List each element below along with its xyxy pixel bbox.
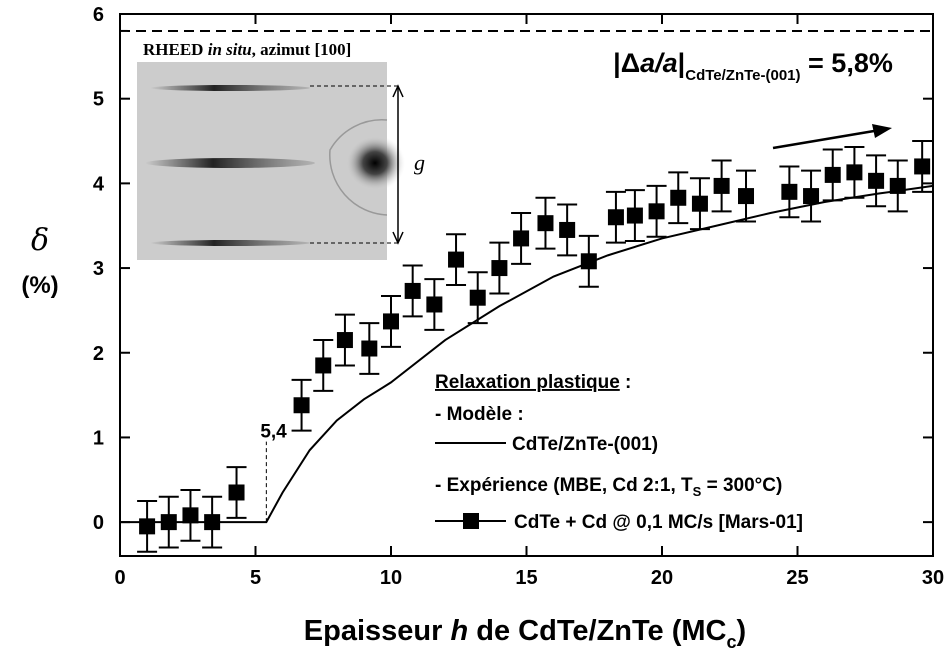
x-label-part: de CdTe/ZnTe (MC — [468, 615, 726, 647]
data-point — [537, 215, 554, 232]
data-point — [139, 518, 156, 535]
x-label-part: c — [727, 632, 737, 652]
mismatch-part: |Δ — [613, 48, 640, 78]
legend-text: - Modèle : — [435, 404, 524, 425]
data-point — [228, 484, 245, 501]
data-point — [513, 230, 530, 247]
y-label: (%) — [21, 272, 58, 299]
y-tick-label: 3 — [93, 258, 104, 280]
inset-g: g — [414, 150, 425, 175]
y-tick-label: 6 — [93, 4, 104, 26]
data-point — [383, 313, 399, 330]
mismatch-part: = 5,8% — [801, 48, 893, 78]
x-label: Epaisseur h de CdTe/ZnTe (MCc) — [304, 615, 746, 652]
arrow — [772, 128, 881, 150]
data-point — [469, 289, 486, 306]
data-point — [448, 251, 465, 268]
data-point — [315, 357, 332, 374]
legend-part: S — [693, 484, 702, 499]
inset-label-part: in situ — [208, 40, 252, 59]
y-tick-label: 0 — [93, 512, 104, 534]
legend-part: - Expérience (MBE, Cd 2:1, T — [435, 475, 693, 496]
mismatch-part: | — [678, 48, 686, 78]
data-point — [846, 164, 863, 181]
data-point — [361, 340, 378, 357]
x-tick-label: 0 — [114, 567, 125, 589]
legend-marker — [463, 513, 479, 529]
legend-label: CdTe + Cd @ 0,1 MC/s [Mars-01] — [514, 512, 803, 533]
inset: RHEED in situ, azimut [100] g — [137, 40, 425, 260]
mismatch-part: CdTe/ZnTe-(001) — [685, 67, 800, 84]
inset-label-part: RHEED — [143, 40, 208, 59]
threshold-label: 5,4 — [260, 422, 287, 443]
data-point — [293, 397, 310, 414]
arrow-head — [872, 124, 892, 138]
legend-label: CdTe/ZnTe-(001) — [512, 434, 658, 455]
mismatch-part: a/a — [640, 48, 678, 78]
legend: Relaxation plastique : - Modèle : - Expé… — [435, 372, 782, 499]
data-point — [648, 203, 665, 220]
inset-label-part: , azimut [100] — [252, 40, 352, 59]
legend-heading: Relaxation plastique : — [435, 372, 631, 393]
y-tick-label: 1 — [93, 427, 104, 449]
data-point — [889, 177, 906, 194]
data-point — [559, 221, 576, 238]
data-point — [160, 514, 177, 531]
data-point — [670, 189, 687, 206]
data-point — [713, 177, 730, 194]
data-point — [426, 296, 443, 313]
x-label-part: ) — [737, 615, 747, 647]
y-label: δ — [31, 223, 49, 258]
data-point — [204, 514, 221, 531]
data-point — [491, 260, 508, 277]
data-point — [336, 332, 353, 349]
mismatch-text: |Δa/a|CdTe/ZnTe-(001) = 5,8% — [613, 48, 893, 84]
data-point — [607, 209, 624, 226]
data-point — [738, 188, 755, 205]
x-label-part: h — [450, 615, 468, 647]
x-tick-label: 30 — [922, 567, 944, 589]
y-tick-label: 4 — [93, 173, 105, 195]
data-point — [914, 158, 931, 175]
legend-part: : — [620, 372, 632, 393]
legend-part: = 300°C) — [701, 475, 782, 496]
data-point — [404, 282, 421, 299]
data-point — [868, 172, 885, 189]
x-label-part: Epaisseur — [304, 615, 451, 647]
legend-text: - Expérience (MBE, Cd 2:1, TS = 300°C) — [435, 475, 782, 499]
data-point — [803, 188, 820, 205]
x-tick-label: 10 — [380, 567, 402, 589]
y-tick-label: 5 — [93, 89, 104, 111]
data-point — [691, 195, 708, 212]
data-point — [626, 207, 643, 224]
x-tick-label: 25 — [786, 567, 808, 589]
data-point — [781, 183, 798, 200]
data-point — [182, 507, 199, 524]
data-point — [824, 166, 841, 183]
data-point — [580, 253, 597, 270]
x-tick-label: 20 — [651, 567, 673, 589]
legend-part: Relaxation plastique — [435, 372, 620, 393]
inset-label: RHEED in situ, azimut [100] — [143, 40, 351, 59]
x-tick-label: 15 — [515, 567, 537, 589]
x-tick-label: 5 — [250, 567, 261, 589]
y-tick-label: 2 — [93, 343, 104, 365]
